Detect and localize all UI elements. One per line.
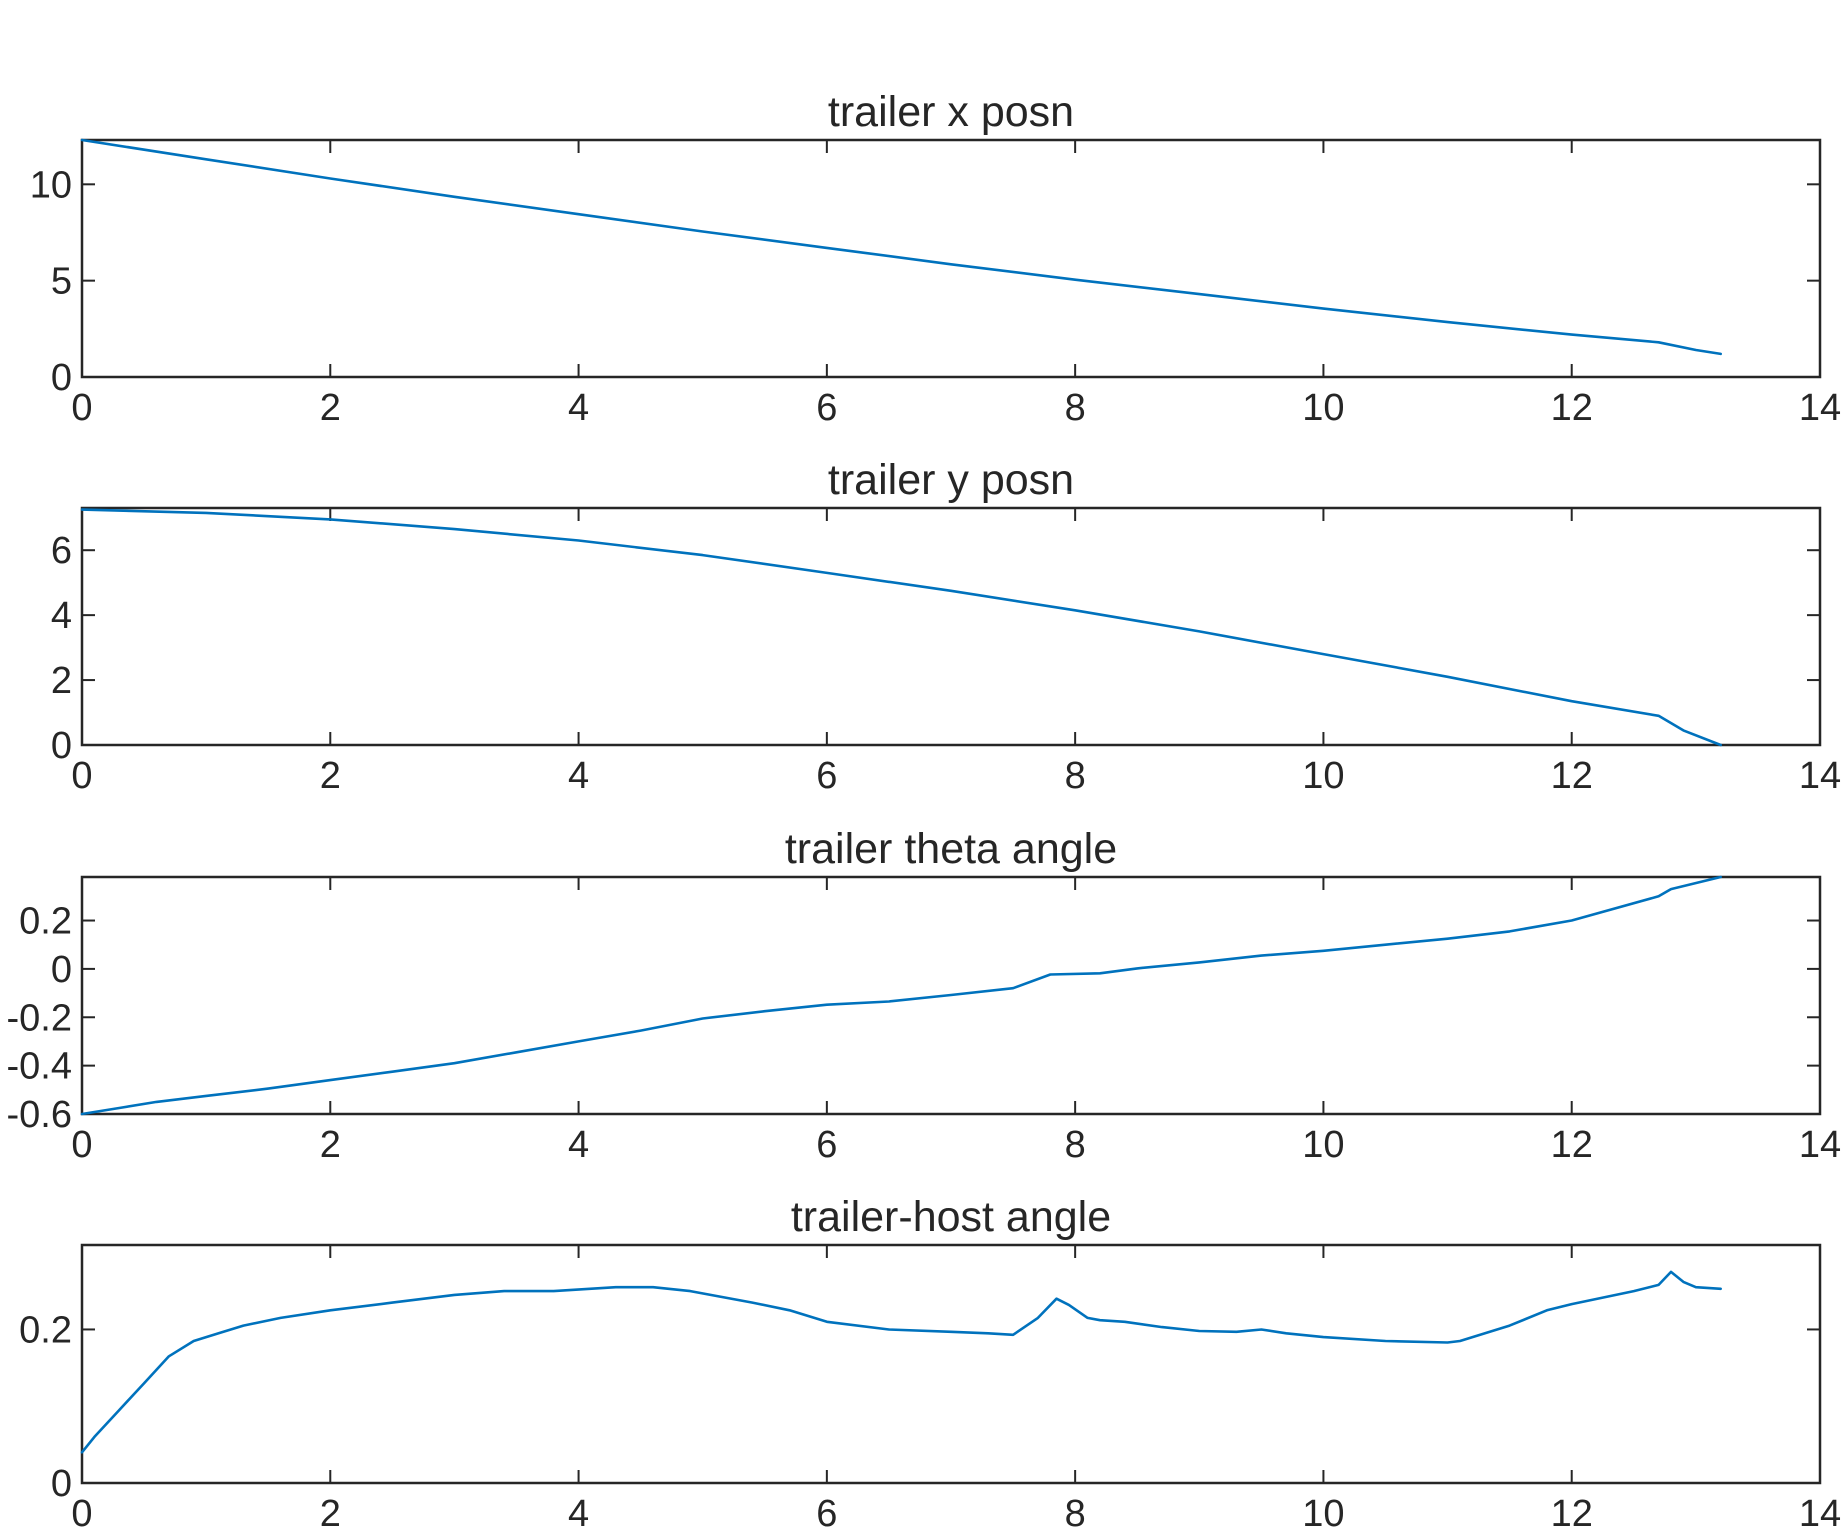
x-tick-label: 2 bbox=[320, 755, 341, 797]
x-tick-label: 0 bbox=[71, 1493, 92, 1535]
x-tick-label: 6 bbox=[816, 387, 837, 429]
x-tick-label: 4 bbox=[568, 1493, 589, 1535]
x-tick-label: 14 bbox=[1799, 1124, 1841, 1166]
subplot-title: trailer x posn bbox=[828, 88, 1074, 136]
series-line bbox=[80, 1270, 1722, 1454]
x-tick-label: 8 bbox=[1065, 1493, 1086, 1535]
y-tick-label: 2 bbox=[51, 660, 72, 702]
subplot-trailer-y-posn: trailer y posn 0 2 4 6 8 10 12 14 0 2 4 6 bbox=[51, 456, 1841, 797]
subplot-trailer-host-angle: trailer-host angle 0 2 4 6 8 10 12 14 0 0.2 bbox=[19, 1193, 1841, 1535]
x-tick-label: 0 bbox=[71, 387, 92, 429]
y-tick-label: -0.6 bbox=[7, 1094, 72, 1136]
x-tick-label: 2 bbox=[320, 1493, 341, 1535]
x-tick-label: 6 bbox=[816, 755, 837, 797]
series-line bbox=[80, 508, 1722, 747]
y-tick-label: 0 bbox=[51, 949, 72, 991]
y-tick-label: -0.2 bbox=[7, 997, 72, 1039]
x-tick-label: 10 bbox=[1302, 1124, 1344, 1166]
x-tick-label: 2 bbox=[320, 1124, 341, 1166]
y-tick-label: 0 bbox=[51, 1463, 72, 1505]
subplot-trailer-theta-angle: trailer theta angle 0 2 4 6 8 10 12 14 -0.6 -0.4 -… bbox=[7, 825, 1842, 1166]
x-tick-label: 2 bbox=[320, 387, 341, 429]
x-tick-label: 6 bbox=[816, 1493, 837, 1535]
x-tick-label: 10 bbox=[1302, 387, 1344, 429]
y-tick-label: 10 bbox=[30, 164, 72, 206]
y-tick-label: 0.2 bbox=[19, 1309, 72, 1351]
x-tick-label: 10 bbox=[1302, 1493, 1344, 1535]
series-line bbox=[80, 138, 1722, 356]
axes-box bbox=[80, 506, 1822, 747]
x-tick-label: 14 bbox=[1799, 755, 1841, 797]
subplot-title: trailer-host angle bbox=[791, 1193, 1111, 1241]
x-tick-label: 10 bbox=[1302, 755, 1344, 797]
x-tick-label: 0 bbox=[71, 755, 92, 797]
x-tick-label: 8 bbox=[1065, 755, 1086, 797]
subplot-trailer-x-posn: trailer x posn 0 2 4 6 8 10 12 14 0 5 10 bbox=[30, 88, 1841, 429]
axes-box bbox=[80, 138, 1822, 379]
x-tick-label: 12 bbox=[1551, 387, 1593, 429]
y-tick-label: -0.4 bbox=[7, 1046, 72, 1088]
axes-box bbox=[80, 875, 1822, 1116]
x-tick-label: 4 bbox=[568, 387, 589, 429]
x-tick-label: 8 bbox=[1065, 1124, 1086, 1166]
series-line bbox=[80, 875, 1722, 1116]
y-tick-label: 6 bbox=[51, 530, 72, 572]
y-tick-label: 0 bbox=[51, 357, 72, 399]
x-tick-label: 4 bbox=[568, 755, 589, 797]
x-tick-label: 6 bbox=[816, 1124, 837, 1166]
x-tick-label: 14 bbox=[1799, 1493, 1841, 1535]
x-tick-label: 14 bbox=[1799, 387, 1841, 429]
y-tick-label: 4 bbox=[51, 595, 72, 637]
x-tick-label: 12 bbox=[1551, 1493, 1593, 1535]
x-tick-label: 4 bbox=[568, 1124, 589, 1166]
y-tick-label: 0 bbox=[51, 725, 72, 767]
x-tick-label: 12 bbox=[1551, 755, 1593, 797]
x-tick-label: 12 bbox=[1551, 1124, 1593, 1166]
subplot-title: trailer theta angle bbox=[785, 825, 1117, 873]
y-tick-label: 0.2 bbox=[19, 901, 72, 943]
axes-box bbox=[80, 1243, 1822, 1485]
y-tick-label: 5 bbox=[51, 261, 72, 303]
subplot-title: trailer y posn bbox=[828, 456, 1074, 504]
x-tick-label: 8 bbox=[1065, 387, 1086, 429]
x-tick-label: 0 bbox=[71, 1124, 92, 1166]
